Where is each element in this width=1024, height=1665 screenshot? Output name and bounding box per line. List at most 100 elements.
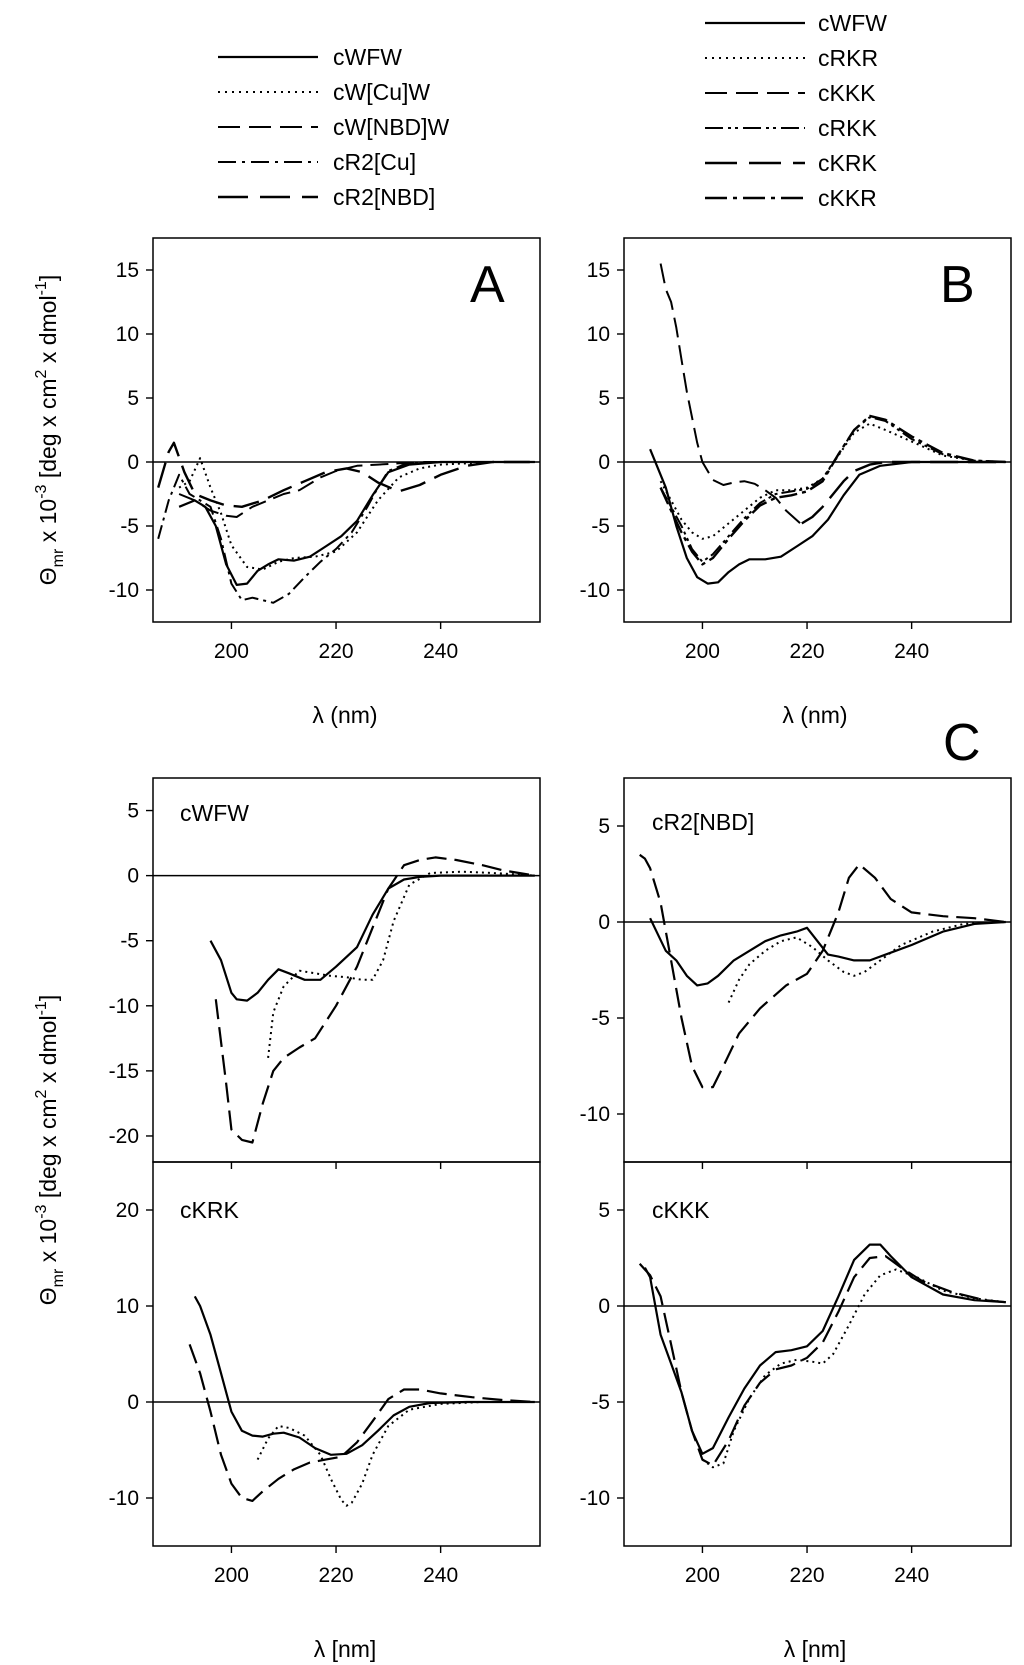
series-line-dashed <box>639 853 1006 1089</box>
series-line-cr2-nbd <box>157 441 535 508</box>
legend-left-label-1: cWFW <box>333 44 402 70</box>
x-tick-label: 240 <box>423 640 458 663</box>
series-line-solid <box>209 874 535 1002</box>
legend-left: cWFW cW[Cu]W cW[NBD]W cR2[Cu] cR2[NBD] <box>218 44 450 210</box>
x-tick-label: 200 <box>214 640 249 663</box>
y-tick-label: 15 <box>116 259 139 282</box>
plot-panel-c-ckkk: 5 0 -5 -10 200 220 240 <box>580 1161 1012 1587</box>
series-line-dashed <box>214 856 535 1144</box>
series-line-cwfw <box>649 448 1006 585</box>
series-line-ckkk <box>659 263 803 526</box>
legend-right-label-3: cKKK <box>818 80 876 106</box>
y-tick-label: 10 <box>587 323 610 346</box>
legend-right: cWFW cRKR cKKK cRKK cKRK cKKR <box>705 10 887 211</box>
y-tick-label: -10 <box>109 995 139 1018</box>
y-tick-label: 5 <box>598 815 610 838</box>
y-tick-label: 20 <box>116 1199 139 1222</box>
y-tick-label: -10 <box>580 1103 610 1126</box>
x-tick-label: 220 <box>790 1564 825 1587</box>
y-tick-label: 10 <box>116 323 139 346</box>
legend-left-label-4: cR2[Cu] <box>333 149 416 175</box>
y-tick-label: 5 <box>598 387 610 410</box>
sublabel-ckkk: cKKK <box>652 1197 710 1223</box>
y-tick-label: -5 <box>120 930 139 953</box>
legend-left-label-2: cW[Cu]W <box>333 79 430 105</box>
sublabel-ckrk: cKRK <box>180 1197 239 1223</box>
y-tick-label: 5 <box>127 387 139 410</box>
sublabel-cwfw: cWFW <box>180 800 249 826</box>
x-tick-label: 220 <box>790 640 825 663</box>
y-tick-label: -5 <box>120 515 139 538</box>
series-line-ckkr <box>659 414 1006 566</box>
series-line-ckrk <box>801 460 1006 525</box>
sublabel-cr2nbd: cR2[NBD] <box>652 809 754 835</box>
x-tick-label: 240 <box>894 640 929 663</box>
y-tick-label: -15 <box>109 1060 139 1083</box>
y-tick-label: -10 <box>580 1487 610 1510</box>
y-tick-label: 0 <box>127 451 139 474</box>
plot-frame <box>152 237 541 623</box>
y-axis-title-bottom: Θmr x 10-3 [deg x cm2 x dmol-1] <box>33 995 67 1305</box>
y-tick-label: -5 <box>591 1391 610 1414</box>
legend-right-label-4: cRKK <box>818 115 877 141</box>
plot-frame <box>623 237 1012 623</box>
series-line-dotted <box>701 1268 1006 1469</box>
panel-letter-a: A <box>470 256 505 314</box>
y-tick-label: -5 <box>591 1007 610 1030</box>
legend-right-label-5: cKRK <box>818 150 877 176</box>
y-tick-label: -10 <box>580 579 610 602</box>
x-tick-label: 200 <box>685 640 720 663</box>
plot-panel-c-ckrk: 20 10 0 -10 200 220 240 <box>109 1161 541 1587</box>
x-tick-label: 240 <box>894 1564 929 1587</box>
legend-right-label-6: cKKR <box>818 185 877 211</box>
series-line-cr2-cu <box>157 461 535 604</box>
series-line-dotted <box>267 870 535 1059</box>
panel-letter-b: B <box>940 256 975 314</box>
legend-left-label-3: cW[NBD]W <box>333 114 450 140</box>
y-tick-label: 0 <box>127 865 139 888</box>
plot-panel-b: 15 10 5 0 -5 -10 200 220 240 <box>580 237 1012 663</box>
y-tick-label: -10 <box>109 1487 139 1510</box>
series-line-crkr <box>659 422 1006 540</box>
y-tick-label: 0 <box>598 1295 610 1318</box>
legend-right-label-2: cRKR <box>818 45 878 71</box>
series-line-dashed <box>188 1344 535 1502</box>
y-tick-label: -10 <box>109 579 139 602</box>
series-line-solid <box>649 917 1006 987</box>
y-tick-label: 5 <box>598 1199 610 1222</box>
series-line-dashed <box>638 1255 1006 1467</box>
x-axis-title-a: λ (nm) <box>312 702 377 728</box>
x-tick-label: 240 <box>423 1564 458 1587</box>
series-line-dotted <box>256 1401 535 1507</box>
series-line-cw-cu-w <box>178 457 535 571</box>
y-tick-label: 15 <box>587 259 610 282</box>
legend-right-label-1: cWFW <box>818 10 887 36</box>
plot-frame <box>152 1161 541 1547</box>
x-axis-title-b: λ (nm) <box>782 702 847 728</box>
plot-panel-a: 15 10 5 0 -5 -10 200 220 240 <box>109 237 541 663</box>
y-tick-label: -5 <box>591 515 610 538</box>
series-line-dotted <box>727 921 1006 1004</box>
y-tick-label: 5 <box>127 800 139 823</box>
x-tick-label: 220 <box>319 640 354 663</box>
x-tick-label: 220 <box>319 1564 354 1587</box>
series-line-crkk <box>659 416 1006 563</box>
x-tick-label: 200 <box>685 1564 720 1587</box>
legend-left-label-5: cR2[NBD] <box>333 184 435 210</box>
y-axis-title-top: Θmr x 10-3 [deg x cm2 x dmol-1] <box>33 275 67 585</box>
panel-letter-c: C <box>943 714 981 772</box>
x-tick-label: 200 <box>214 1564 249 1587</box>
y-tick-label: -20 <box>109 1125 139 1148</box>
x-axis-title-c-left: λ [nm] <box>314 1636 377 1662</box>
y-tick-label: 10 <box>116 1295 139 1318</box>
series-line-solid <box>193 1295 535 1456</box>
y-tick-label: 0 <box>598 451 610 474</box>
series-line-cwfw <box>178 460 535 586</box>
plot-frame <box>623 1161 1012 1547</box>
plot-frame <box>152 777 541 1163</box>
plot-panel-c-cr2nbd: 5 0 -5 -10 <box>580 777 1012 1169</box>
x-axis-title-c-right: λ [nm] <box>784 1636 847 1662</box>
y-tick-label: 0 <box>127 1391 139 1414</box>
y-tick-label: 0 <box>598 911 610 934</box>
